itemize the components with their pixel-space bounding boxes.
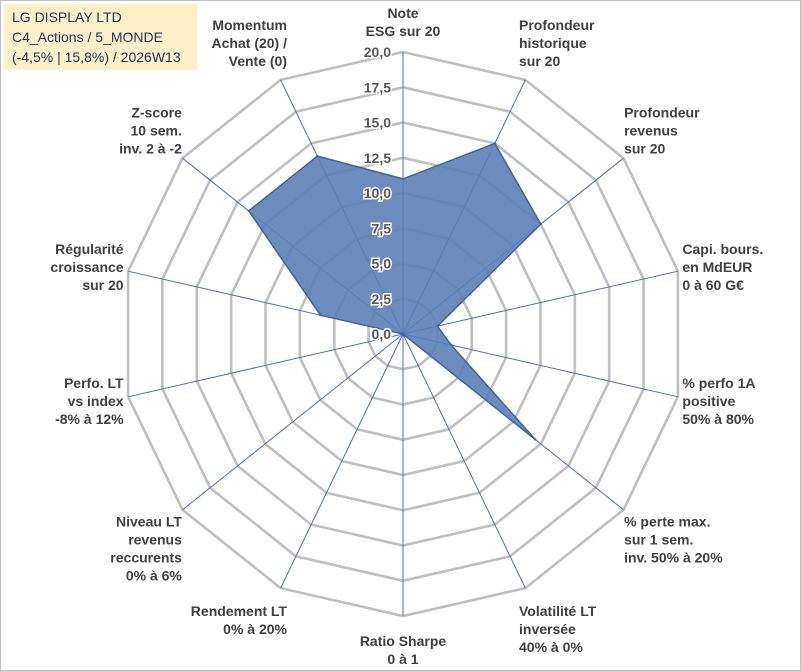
tick-label: 10,0 xyxy=(364,185,391,201)
axis-label-line: Achat (20) / xyxy=(212,35,288,51)
data-point xyxy=(493,142,496,145)
axis-label-line: inv. 2 à -2 xyxy=(119,141,182,157)
axis-label-line: Perfo. LT xyxy=(64,375,124,391)
data-point xyxy=(449,343,453,347)
data-point xyxy=(316,154,319,158)
axis-label-line: sur 20 xyxy=(624,141,665,157)
axis-label-line: revenus xyxy=(624,123,678,139)
axis-label-line: sur 20 xyxy=(519,53,560,69)
axis-label-line: vs index xyxy=(68,393,124,409)
axis-label-line: Vente (0) xyxy=(229,53,287,69)
axis-label-line: ESG sur 20 xyxy=(366,23,441,39)
data-point xyxy=(401,332,405,336)
axis-label-line: 40% à 0% xyxy=(519,639,583,655)
axis-label-line: revenus xyxy=(128,531,182,547)
axis-label-line: Niveau LT xyxy=(116,513,182,529)
tick-label: 7,5 xyxy=(372,220,392,236)
axis-label-line: Capi. bours. xyxy=(682,241,763,257)
data-point xyxy=(247,209,250,213)
data-point xyxy=(401,177,405,181)
axis-label-line: Note xyxy=(387,5,418,21)
axis-label-line: Momentum xyxy=(212,17,287,33)
info-box: LG DISPLAY LTD C4_Actions / 5_MONDE (-4,… xyxy=(4,4,197,70)
axis-label-line: Ratio Sharpe xyxy=(360,633,447,649)
tick-label: 2,5 xyxy=(372,291,392,307)
axis-label-line: 0% à 6% xyxy=(126,567,183,583)
axis-spoke xyxy=(402,270,679,335)
axis-label-line: -8% à 12% xyxy=(55,411,124,427)
axis-label-line: sur 20 xyxy=(82,277,123,293)
axis-spoke xyxy=(182,333,404,511)
axis-label-line: inversée xyxy=(519,621,576,637)
info-category: C4_Actions / 5_MONDE xyxy=(12,29,163,45)
axis-label-line: % perfo 1A xyxy=(682,375,755,391)
tick-label: 0,0 xyxy=(372,326,392,342)
data-point xyxy=(539,222,542,226)
axis-label-line: Volatilité LT xyxy=(519,603,597,619)
axis-label-line: % perte max. xyxy=(624,513,710,529)
data-point xyxy=(534,438,537,441)
tick-label: 15,0 xyxy=(364,115,391,131)
data-point xyxy=(436,325,439,328)
axis-label-line: historique xyxy=(519,35,587,51)
axis-spoke xyxy=(280,333,404,589)
axis-label-line: positive xyxy=(682,393,735,409)
axis-label-line: Rendement LT xyxy=(191,603,288,619)
tick-label: 12,5 xyxy=(364,150,391,166)
tick-label: 5,0 xyxy=(372,256,392,272)
axis-label-line: en MdEUR xyxy=(682,259,752,275)
axis-label-line: Profondeur xyxy=(624,105,700,121)
axis-label-line: Régularité xyxy=(55,241,124,257)
axis-spoke xyxy=(127,333,404,398)
axis-label-line: sur 1 sem. xyxy=(624,531,693,547)
axis-label-line: Z-score xyxy=(131,105,182,121)
axis-label-line: 0% à 20% xyxy=(223,621,287,637)
tick-label: 20,0 xyxy=(364,44,391,60)
axis-label-line: reccurents xyxy=(110,549,182,565)
axis-label-line: 50% à 80% xyxy=(682,411,754,427)
axis-label-line: Profondeur xyxy=(519,17,595,33)
axis-label-line: 10 sem. xyxy=(131,123,182,139)
info-range-week: (-4,5% | 15,8%) / 2026W13 xyxy=(12,49,181,65)
axis-label-line: 0 à 60 G€ xyxy=(682,277,744,293)
info-company: LG DISPLAY LTD xyxy=(12,9,122,25)
axis-label-line: inv. 50% à 20% xyxy=(624,549,723,565)
data-point xyxy=(319,314,322,317)
axis-label-line: croissance xyxy=(50,259,123,275)
axis-spoke xyxy=(402,333,526,589)
axis-label-line: 0 à 1 xyxy=(387,651,418,667)
tick-label: 17,5 xyxy=(364,79,391,95)
